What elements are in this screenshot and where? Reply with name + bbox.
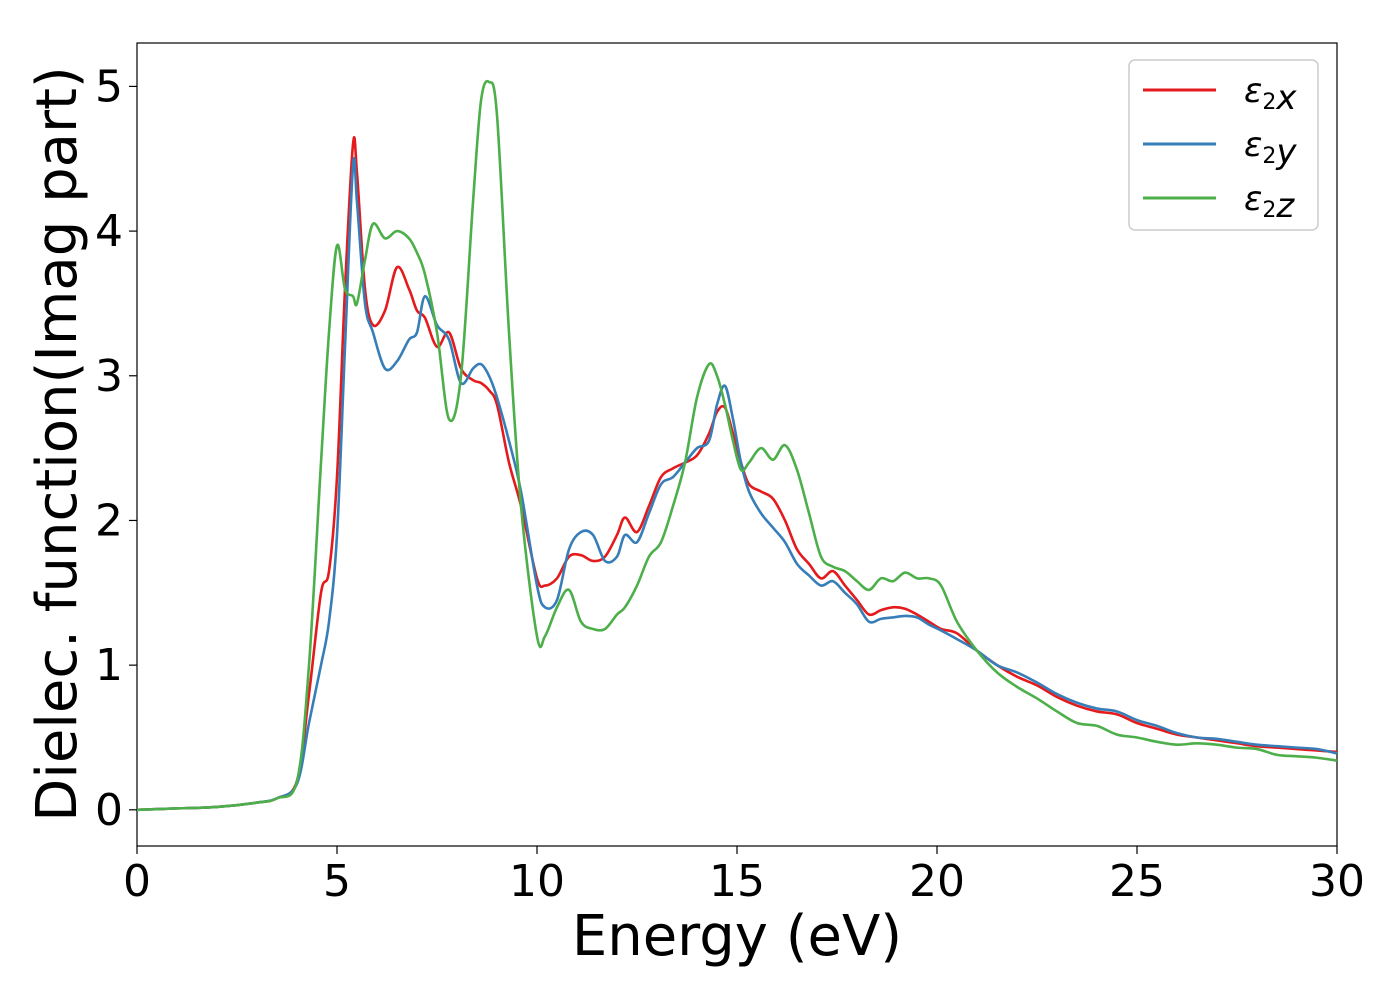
x-axis-label: Energy (eV): [572, 904, 902, 969]
y-tick-label: 3: [95, 351, 123, 402]
x-tick-label: 30: [1309, 856, 1365, 907]
series-layer: [136, 79, 1338, 812]
x-axis-ticks: 0 5 10 15 20 25 30: [123, 846, 1365, 907]
legend-label: ε2z: [1244, 179, 1295, 226]
legend-label: ε2x: [1244, 71, 1297, 118]
series-line-x: [136, 136, 1338, 812]
y-tick-label: 5: [95, 61, 123, 112]
x-tick-label: 20: [909, 856, 965, 907]
x-tick-label: 5: [323, 856, 351, 907]
series-line-z: [136, 79, 1338, 812]
x-tick-label: 10: [509, 856, 565, 907]
y-axis-ticks: 0 1 2 3 4 5: [95, 61, 137, 836]
x-tick-label: 0: [123, 856, 151, 907]
y-tick-label: 2: [95, 495, 123, 546]
series-line-y: [136, 156, 1338, 812]
y-tick-label: 4: [95, 206, 123, 257]
y-tick-label: 0: [95, 785, 123, 836]
legend-box: [1128, 59, 1319, 231]
y-tick-label: 1: [95, 640, 123, 691]
x-tick-label: 15: [709, 856, 765, 907]
legend: ε2x ε2y ε2z: [1128, 59, 1319, 231]
legend-label: ε2y: [1244, 125, 1297, 172]
y-axis-label: Dielec. function(Imag part): [25, 66, 90, 822]
x-tick-label: 25: [1109, 856, 1165, 907]
